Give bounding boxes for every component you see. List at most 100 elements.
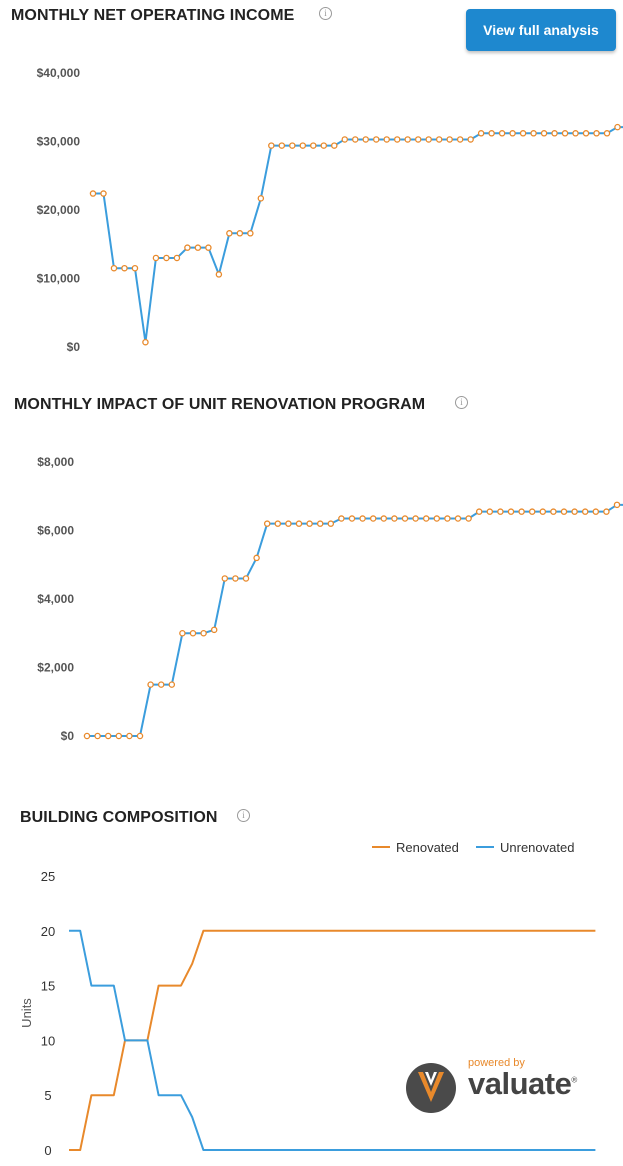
noi-data-point[interactable] <box>331 142 338 149</box>
impact-data-point[interactable] <box>157 681 165 688</box>
noi-data-point[interactable] <box>435 136 443 143</box>
impact-data-point[interactable] <box>497 508 504 515</box>
noi-data-point[interactable] <box>572 130 579 137</box>
impact-data-point[interactable] <box>221 575 229 582</box>
noi-data-point[interactable] <box>446 136 453 143</box>
impact-data-point[interactable] <box>444 515 451 522</box>
impact-data-point[interactable] <box>316 520 324 527</box>
impact-data-point[interactable] <box>338 515 345 522</box>
impact-data-point[interactable] <box>189 630 197 637</box>
impact-data-point[interactable] <box>306 520 313 527</box>
noi-data-point[interactable] <box>89 190 97 197</box>
noi-data-point[interactable] <box>131 264 139 272</box>
impact-data-point[interactable] <box>253 554 260 562</box>
impact-data-point[interactable] <box>83 732 91 740</box>
legend-label-renovated[interactable]: Renovated <box>396 840 459 855</box>
impact-data-point[interactable] <box>507 508 515 515</box>
noi-data-point[interactable] <box>173 254 181 262</box>
impact-data-point[interactable] <box>412 515 419 522</box>
impact-data-point[interactable] <box>592 508 600 515</box>
impact-data-point[interactable] <box>348 515 356 522</box>
impact-data-point[interactable] <box>433 515 441 522</box>
impact-data-point[interactable] <box>539 508 547 515</box>
noi-data-point[interactable] <box>362 136 369 143</box>
impact-data-point[interactable] <box>274 520 282 527</box>
noi-data-point[interactable] <box>383 136 390 143</box>
noi-data-point[interactable] <box>393 136 401 143</box>
noi-data-point[interactable] <box>110 264 118 272</box>
impact-data-point[interactable] <box>401 515 409 522</box>
noi-data-point[interactable] <box>152 254 160 262</box>
noi-data-point[interactable] <box>310 142 317 149</box>
info-icon[interactable]: i <box>455 396 468 409</box>
legend-label-unrenovated[interactable]: Unrenovated <box>500 840 574 855</box>
impact-data-point[interactable] <box>550 508 557 515</box>
noi-data-point[interactable] <box>519 130 527 137</box>
noi-data-point[interactable] <box>351 136 359 143</box>
noi-data-point[interactable] <box>614 123 621 131</box>
noi-data-point[interactable] <box>456 136 464 143</box>
noi-data-point[interactable] <box>425 136 432 143</box>
impact-data-point[interactable] <box>603 508 610 515</box>
noi-data-point[interactable] <box>372 136 380 143</box>
impact-data-point[interactable] <box>179 630 186 637</box>
noi-data-point[interactable] <box>268 142 275 149</box>
impact-data-point[interactable] <box>391 515 398 522</box>
noi-data-point[interactable] <box>194 244 202 251</box>
impact-data-point[interactable] <box>115 732 123 740</box>
noi-data-point[interactable] <box>551 130 558 137</box>
impact-data-point[interactable] <box>285 520 292 527</box>
noi-data-point[interactable] <box>142 338 149 346</box>
noi-data-point[interactable] <box>414 136 422 143</box>
impact-data-point[interactable] <box>422 515 430 522</box>
noi-data-point[interactable] <box>205 244 212 251</box>
noi-data-point[interactable] <box>530 130 537 137</box>
impact-data-point[interactable] <box>518 508 525 515</box>
impact-data-point[interactable] <box>475 508 483 515</box>
noi-data-point[interactable] <box>226 230 233 237</box>
impact-data-point[interactable] <box>242 575 250 582</box>
noi-data-point[interactable] <box>215 271 223 278</box>
impact-data-point[interactable] <box>528 508 536 515</box>
impact-data-point[interactable] <box>571 508 578 515</box>
noi-data-point[interactable] <box>509 130 516 137</box>
noi-data-point[interactable] <box>278 142 286 149</box>
impact-data-point[interactable] <box>327 520 335 527</box>
noi-data-point[interactable] <box>477 130 485 137</box>
impact-data-point[interactable] <box>560 508 568 515</box>
impact-data-point[interactable] <box>380 515 388 522</box>
noi-data-point[interactable] <box>236 230 244 237</box>
noi-data-point[interactable] <box>582 130 590 137</box>
impact-data-point[interactable] <box>104 732 112 740</box>
impact-data-point[interactable] <box>581 508 589 515</box>
noi-data-point[interactable] <box>603 130 611 137</box>
noi-data-point[interactable] <box>247 230 254 237</box>
noi-data-point[interactable] <box>540 130 548 137</box>
impact-data-point[interactable] <box>126 732 133 740</box>
noi-data-point[interactable] <box>163 254 170 262</box>
noi-data-point[interactable] <box>488 130 495 137</box>
noi-data-point[interactable] <box>320 142 328 149</box>
impact-data-point[interactable] <box>232 575 239 582</box>
noi-data-point[interactable] <box>100 190 107 197</box>
noi-data-point[interactable] <box>257 195 265 202</box>
noi-data-point[interactable] <box>341 136 349 143</box>
info-icon[interactable]: i <box>319 7 332 20</box>
noi-data-point[interactable] <box>498 130 506 137</box>
noi-data-point[interactable] <box>299 142 307 149</box>
noi-data-point[interactable] <box>121 264 128 272</box>
impact-data-point[interactable] <box>613 501 621 509</box>
noi-data-point[interactable] <box>593 130 600 137</box>
impact-data-point[interactable] <box>359 515 366 522</box>
impact-data-point[interactable] <box>295 520 303 527</box>
noi-data-point[interactable] <box>289 142 296 149</box>
impact-data-point[interactable] <box>369 515 377 522</box>
impact-data-point[interactable] <box>263 520 271 527</box>
noi-data-point[interactable] <box>561 130 569 137</box>
noi-data-point[interactable] <box>184 244 191 251</box>
impact-data-point[interactable] <box>454 515 462 522</box>
impact-data-point[interactable] <box>486 508 494 515</box>
impact-data-point[interactable] <box>200 630 207 637</box>
info-icon[interactable]: i <box>237 809 250 822</box>
noi-data-point[interactable] <box>467 136 474 143</box>
